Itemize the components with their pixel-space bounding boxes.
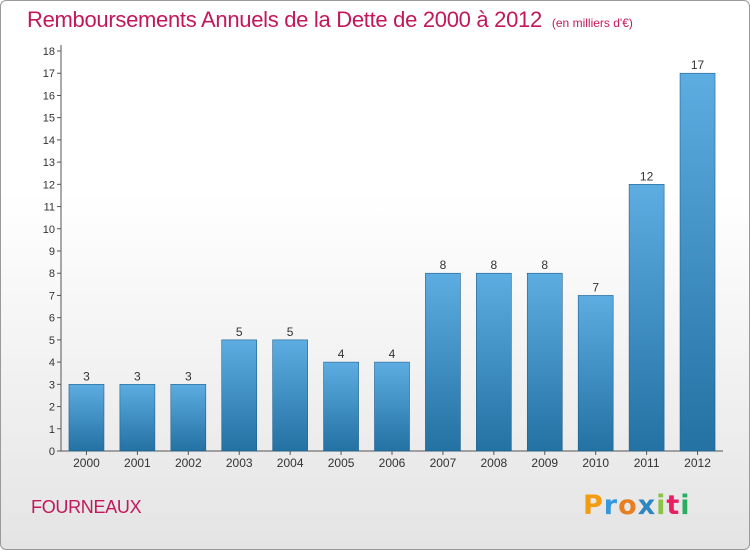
- y-tick-label: 8: [49, 268, 55, 280]
- logo-letter: i: [656, 490, 667, 521]
- bar-value-label: 12: [640, 169, 654, 183]
- bar-value-label: 5: [236, 325, 243, 339]
- y-tick-label: 11: [44, 202, 55, 214]
- x-tick-label: 2008: [480, 456, 507, 470]
- bar-value-label: 8: [440, 258, 447, 272]
- x-tick-label: 2012: [684, 456, 711, 470]
- x-tick-label: 2000: [73, 456, 100, 470]
- logo-letter: t: [666, 490, 681, 521]
- y-tick-label: 7: [49, 290, 55, 302]
- bar: [374, 361, 410, 452]
- bar-value-label: 7: [592, 280, 599, 294]
- bar: [272, 339, 308, 452]
- bar-value-label: 3: [83, 369, 90, 383]
- bar-value-label: 17: [691, 58, 705, 72]
- y-tick-label: 6: [49, 313, 55, 325]
- y-tick-label: 0: [49, 446, 55, 458]
- bar-value-label: 8: [541, 258, 548, 272]
- logo-letter: o: [618, 490, 638, 521]
- y-tick-label: 15: [43, 113, 55, 125]
- y-tick-label: 12: [43, 179, 55, 191]
- bar: [476, 272, 512, 452]
- y-tick-label: 5: [49, 335, 55, 347]
- bar-value-label: 3: [185, 369, 192, 383]
- chart-title: Remboursements Annuels de la Dette de 20…: [27, 7, 633, 33]
- y-tick-label: 4: [49, 357, 55, 369]
- chart-title-text: Remboursements Annuels de la Dette de 20…: [27, 7, 542, 32]
- x-tick-label: 2009: [531, 456, 558, 470]
- commune-name: FOURNEAUX: [31, 497, 142, 517]
- bar: [221, 339, 258, 452]
- proxiti-logo: Proxiti: [583, 490, 691, 521]
- bar: [526, 272, 563, 452]
- x-tick-label: 2006: [379, 456, 406, 470]
- x-tick-label: 2011: [634, 456, 660, 470]
- y-tick-label: 16: [43, 90, 55, 102]
- logo-letter: i: [680, 490, 691, 521]
- y-tick-label: 18: [43, 46, 55, 58]
- bar: [323, 361, 359, 452]
- bar-value-label: 8: [491, 258, 498, 272]
- x-tick-label: 2002: [175, 456, 202, 470]
- bar-value-label: 4: [338, 347, 345, 361]
- y-tick-label: 1: [49, 424, 55, 436]
- bar: [577, 295, 614, 452]
- y-tick-label: 3: [49, 379, 55, 391]
- y-tick-label: 13: [43, 157, 55, 169]
- bar: [425, 272, 461, 452]
- chart-unit: (en milliers d'€): [551, 16, 633, 30]
- x-tick-label: 2005: [328, 456, 355, 470]
- bar: [119, 384, 156, 452]
- y-tick-label: 14: [43, 135, 55, 147]
- bar: [68, 384, 105, 452]
- y-tick-label: 10: [43, 224, 55, 236]
- y-tick-label: 9: [49, 246, 55, 258]
- x-tick-label: 2004: [277, 456, 304, 470]
- x-tick-label: 2007: [430, 456, 457, 470]
- bar: [170, 384, 207, 452]
- y-tick-label: 2: [49, 402, 55, 414]
- logo-letter: P: [583, 490, 604, 521]
- bar: [679, 72, 716, 452]
- y-tick-label: 17: [43, 68, 55, 80]
- logo-letter: r: [603, 490, 619, 521]
- x-tick-label: 2003: [226, 456, 253, 470]
- bar-value-label: 5: [287, 325, 294, 339]
- x-tick-label: 2010: [582, 456, 609, 470]
- bar: [628, 184, 665, 452]
- bar-value-label: 4: [389, 347, 396, 361]
- logo-letter: x: [637, 490, 657, 521]
- x-tick-label: 2001: [124, 456, 151, 470]
- bar-value-label: 3: [134, 369, 141, 383]
